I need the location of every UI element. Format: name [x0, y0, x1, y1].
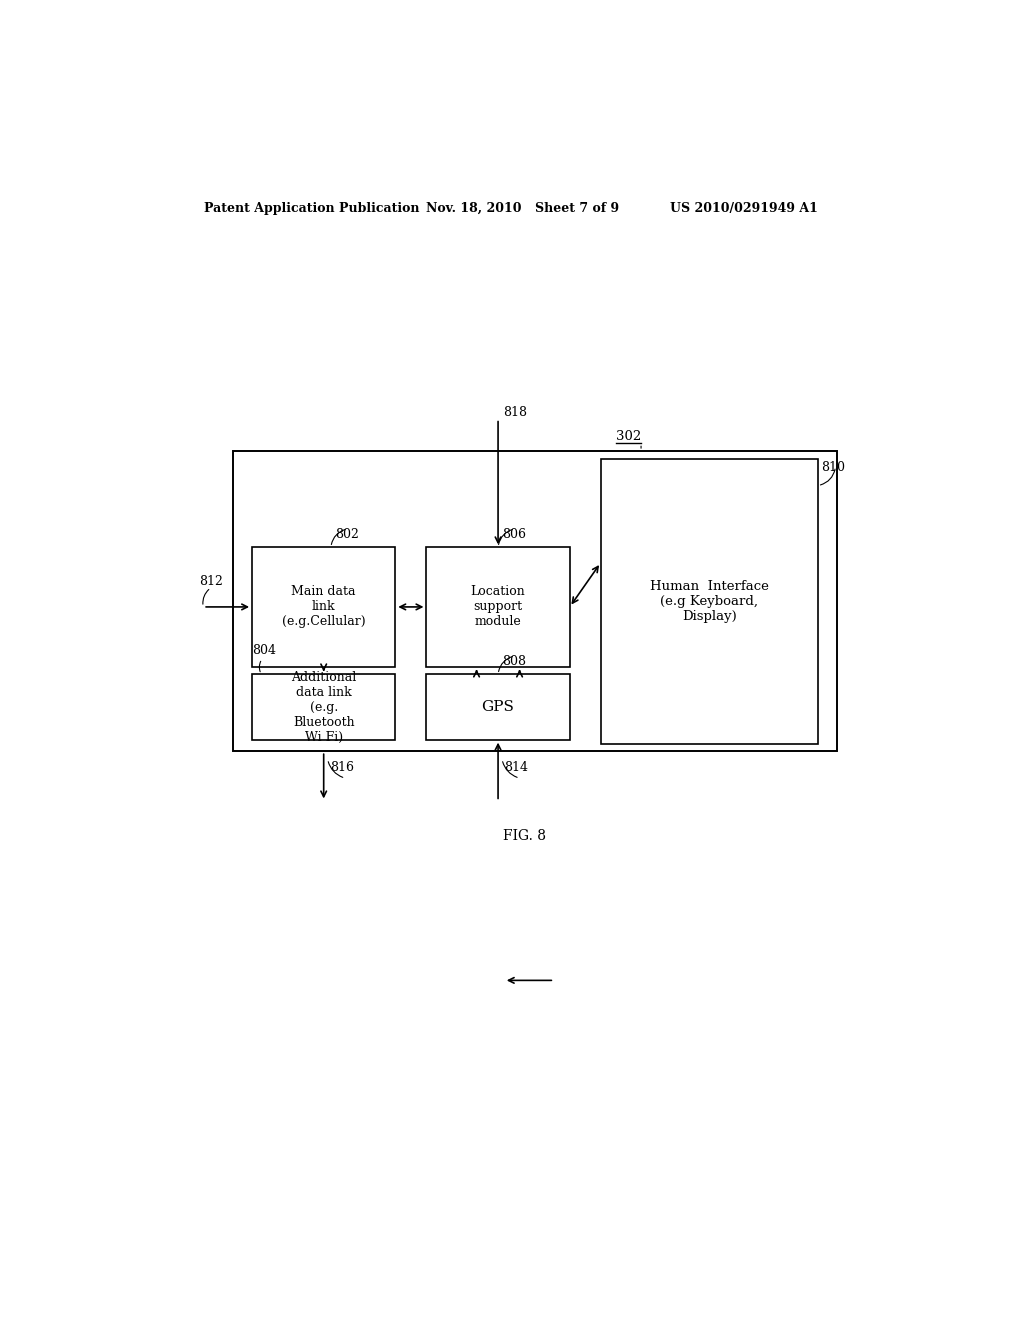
Text: Additional
data link
(e.g.
Bluetooth
Wi Fi): Additional data link (e.g. Bluetooth Wi … — [291, 671, 356, 743]
Text: US 2010/0291949 A1: US 2010/0291949 A1 — [671, 202, 818, 215]
Text: 302: 302 — [616, 430, 641, 444]
Text: GPS: GPS — [481, 700, 514, 714]
Text: 814: 814 — [504, 760, 528, 774]
Bar — [426, 548, 569, 667]
Text: 806: 806 — [502, 528, 526, 541]
Text: 804: 804 — [252, 644, 276, 657]
Text: 810: 810 — [821, 461, 846, 474]
Bar — [426, 675, 569, 739]
Text: 802: 802 — [335, 528, 358, 541]
Bar — [232, 451, 838, 751]
Text: 816: 816 — [330, 760, 354, 774]
Bar — [252, 675, 395, 739]
Text: Nov. 18, 2010: Nov. 18, 2010 — [426, 202, 522, 215]
Bar — [601, 459, 818, 743]
Text: 818: 818 — [504, 405, 527, 418]
Text: 812: 812 — [200, 574, 223, 587]
Text: Patent Application Publication: Patent Application Publication — [204, 202, 420, 215]
Text: Sheet 7 of 9: Sheet 7 of 9 — [535, 202, 618, 215]
Text: Location
support
module: Location support module — [471, 586, 525, 628]
Text: Human  Interface
(e.g Keyboard,
Display): Human Interface (e.g Keyboard, Display) — [650, 579, 769, 623]
Text: Main data
link
(e.g.Cellular): Main data link (e.g.Cellular) — [282, 586, 366, 628]
Bar — [252, 548, 395, 667]
Text: 808: 808 — [502, 655, 526, 668]
Text: FIG. 8: FIG. 8 — [504, 829, 546, 843]
